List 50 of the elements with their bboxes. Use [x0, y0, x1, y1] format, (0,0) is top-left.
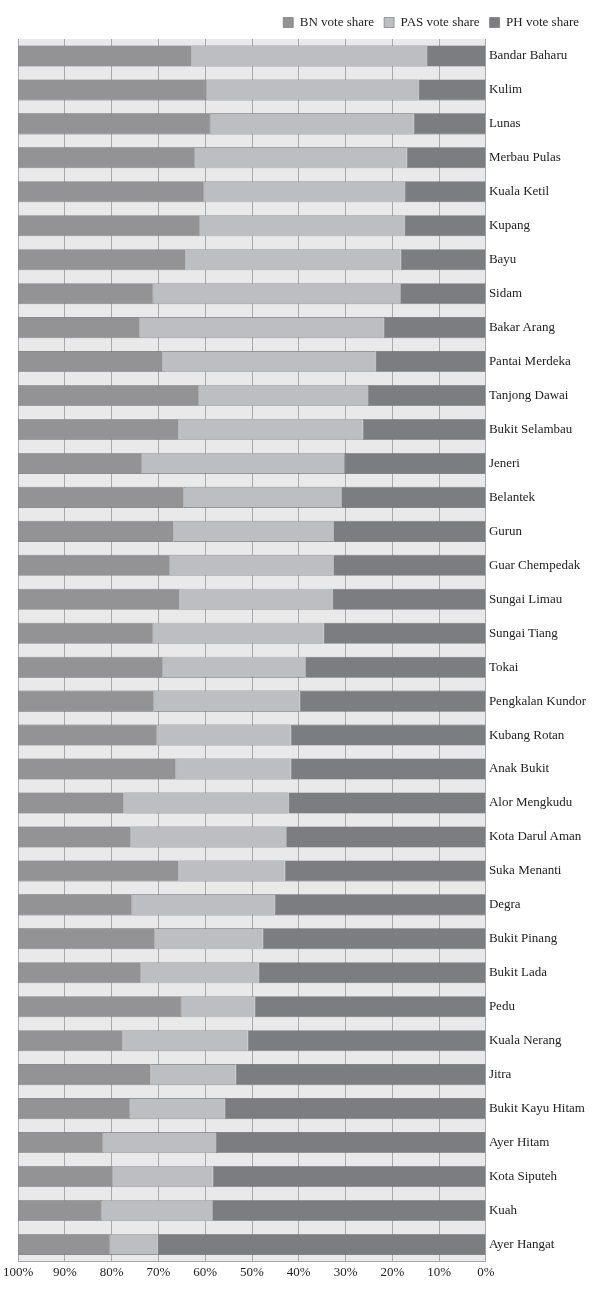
legend-label: PAS vote share [400, 13, 480, 29]
y-tick-label: Jeneri [488, 454, 521, 470]
y-tick-label: Kuah [488, 1201, 518, 1217]
y-tick-label: Alor Mengkudu [488, 794, 573, 810]
y-tick-label: Bukit Pinang [488, 930, 558, 946]
y-tick-label: Bukit Kayu Hitam [488, 1100, 585, 1116]
y-tick-label: Kuala Nerang [488, 1032, 562, 1048]
legend-label: PH vote share [506, 13, 580, 29]
y-tick-label: Bakar Arang [488, 319, 556, 335]
y-tick-label: Pedu [488, 998, 516, 1014]
y-tick-label: Jitra [488, 1066, 512, 1082]
x-tick-label: 80% [99, 1263, 124, 1279]
x-tick-label: 90% [53, 1263, 78, 1279]
x-tick-label: 40% [286, 1263, 311, 1279]
y-tick-label: Pengkalan Kundor [488, 692, 587, 708]
x-tick-label: 10% [427, 1263, 452, 1279]
y-tick-label: Sungai Tiang [488, 624, 559, 640]
x-tick-label: 30% [333, 1263, 358, 1279]
y-tick-label: Kulim [488, 81, 523, 97]
y-tick-label: Kubang Rotan [488, 726, 565, 742]
y-tick-label: Kupang [488, 217, 531, 233]
x-tick-label: 50% [240, 1263, 265, 1279]
y-tick-label: Guar Chempedak [488, 556, 581, 572]
y-tick-label: Merbau Pulas [488, 149, 561, 165]
y-tick-label: Suka Menanti [488, 862, 562, 878]
y-tick-label: Kota Darul Aman [488, 828, 582, 844]
y-tick-label: Kuala Ketil [488, 183, 550, 199]
y-tick-label: Bandar Baharu [488, 47, 568, 63]
y-tick-label: Anak Bukit [488, 760, 550, 776]
y-tick-label: Gurun [488, 522, 523, 538]
legend-label: BN vote share [299, 13, 375, 29]
y-tick-label: Pantai Merdeka [488, 353, 572, 368]
y-tick-label: Degra [488, 896, 521, 912]
y-tick-label: Sidam [488, 285, 523, 301]
y-tick-label: Lunas [488, 115, 521, 131]
y-tick-label: Bayu [488, 251, 517, 267]
y-tick-label: Ayer Hangat [488, 1235, 555, 1251]
y-tick-label: Belantek [488, 488, 536, 504]
x-tick-label: 60% [193, 1263, 218, 1279]
x-tick-label: 100% [2, 1263, 34, 1279]
y-tick-label: Ayer Hitam [488, 1133, 550, 1149]
y-tick-label: Bukit Lada [488, 964, 548, 980]
y-tick-label: Sungai Limau [488, 590, 563, 606]
x-tick-label: 20% [380, 1263, 405, 1279]
x-tick-label: 0% [477, 1263, 495, 1279]
y-tick-label: Bukit Selambau [488, 420, 573, 436]
y-tick-label: Tanjong Dawai [488, 386, 569, 402]
y-tick-label: Tokai [488, 658, 519, 674]
y-tick-label: Kota Siputeh [488, 1167, 558, 1183]
x-tick-label: 70% [146, 1263, 171, 1279]
